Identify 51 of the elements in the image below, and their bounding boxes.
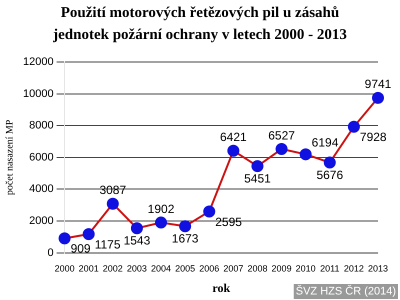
x-tick-label: 2005	[175, 264, 196, 274]
x-tick-label: 2013	[368, 264, 388, 274]
data-label: 7928	[360, 130, 387, 144]
y-tick-label: 2000	[29, 215, 54, 228]
point	[58, 232, 71, 244]
data-label: 1543	[124, 234, 151, 248]
x-tick-label: 2002	[102, 264, 123, 274]
point	[106, 198, 119, 210]
data-label: 6421	[220, 130, 248, 144]
text: ŠVZ HZS ČR (2014)	[296, 284, 396, 298]
x-tick-label: 2004	[151, 264, 172, 274]
y-tick-label: 4000	[29, 183, 54, 196]
data-label: 9741	[364, 77, 392, 92]
point	[300, 148, 312, 160]
point	[251, 160, 264, 172]
x-tick-label: 2008	[247, 264, 268, 274]
data-label: 1902	[148, 202, 175, 216]
data-label: 5451	[244, 171, 272, 186]
data-label: 1175	[94, 237, 121, 252]
data-label: 1673	[172, 232, 199, 246]
x-tick-label: 2010	[296, 264, 316, 274]
x-tick-label: 2007	[223, 264, 244, 274]
y-tick-label: 0	[47, 246, 54, 259]
x-axis-title: rok	[212, 280, 231, 295]
y-tick-label: 6000	[29, 151, 54, 164]
point	[324, 156, 336, 169]
y-tick-label: 12000	[22, 56, 54, 68]
y-tick-label: 10000	[22, 88, 54, 100]
point	[179, 220, 192, 232]
point	[155, 216, 168, 229]
x-tick-label: 2006	[199, 264, 220, 274]
y-axis-title: počet nasazení MP	[4, 119, 16, 196]
data-label: 6527	[268, 128, 296, 142]
point	[372, 92, 384, 104]
point	[82, 228, 95, 240]
point	[130, 222, 143, 234]
point	[203, 206, 216, 218]
y-tick-label: 8000	[29, 120, 54, 132]
chart-title: Použití motorových řetězových pil u zásahů jednotek požární ochrany v letech 2000 - 2013	[52, 4, 348, 45]
data-label: 5676	[316, 168, 344, 182]
point	[348, 120, 360, 133]
x-tick-label: 2001	[78, 264, 99, 274]
point	[227, 144, 240, 157]
x-tick-label: 2003	[126, 264, 147, 274]
point	[276, 143, 288, 156]
x-tick-label: 2012	[344, 264, 364, 274]
data-label: 909	[70, 242, 91, 256]
x-tick-label: 2000	[54, 264, 75, 274]
x-tick-label: 2009	[272, 264, 292, 274]
data-label: 6194	[312, 136, 339, 150]
x-tick-label: 2011	[320, 264, 340, 274]
